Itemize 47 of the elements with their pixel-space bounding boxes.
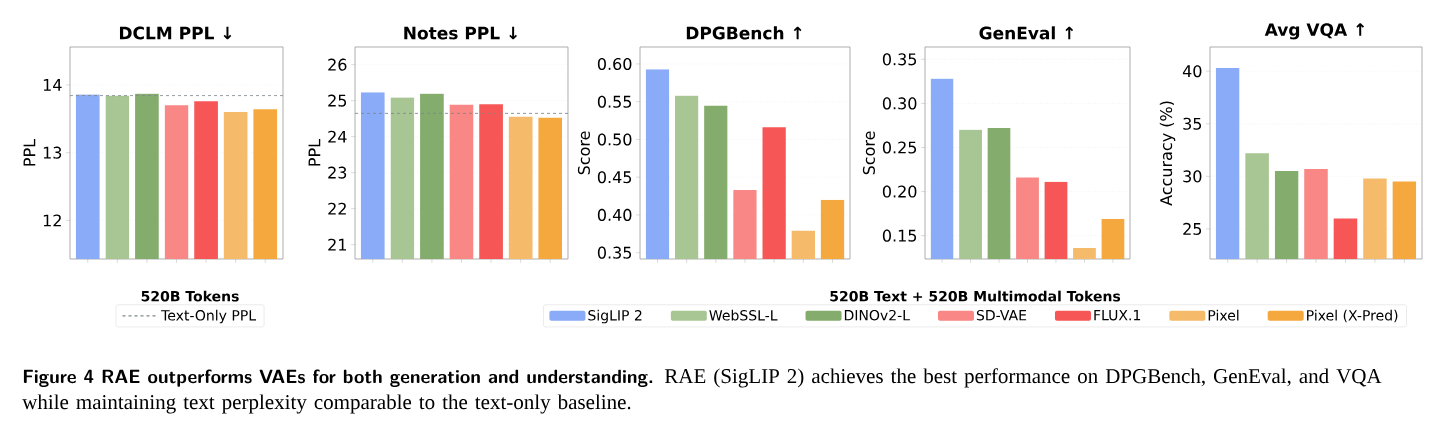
legend-label: SigLIP 2 bbox=[588, 309, 642, 324]
y-axis-title: PPL bbox=[308, 138, 321, 166]
y-tick-label: 22 bbox=[328, 202, 346, 215]
y-tick-label: 12 bbox=[43, 214, 61, 227]
legend-label: WebSSL-L bbox=[709, 309, 778, 321]
y-tick-label: 14 bbox=[43, 79, 62, 91]
caption: Figure 4 RAE outperforms VAEs for both generation and understanding. bbox=[23, 369, 653, 387]
y-tick-label: 0.15 bbox=[882, 229, 917, 242]
chart-title: GenEval ↑ bbox=[979, 26, 1074, 40]
y-tick-label: 21 bbox=[328, 238, 346, 251]
y-axis-title: Accuracy (%) bbox=[1159, 101, 1176, 206]
y-tick-label: 0.20 bbox=[882, 185, 917, 198]
legend-label: FLUX.1 bbox=[1094, 309, 1141, 321]
y-tick-label: 24 bbox=[328, 130, 347, 143]
y-tick-label: 35 bbox=[1183, 117, 1202, 130]
chart-title: DPGBench ↑ bbox=[686, 26, 802, 40]
legend-title: 520B Tokens bbox=[141, 290, 239, 302]
legend-title: 520B Text + 520B Multimodal Tokens bbox=[830, 290, 1121, 302]
chart-title: Notes PPL ↓ bbox=[404, 26, 517, 40]
y-tick-label: 0.45 bbox=[597, 171, 632, 184]
legend-label: Pixel (X-Pred) bbox=[1307, 309, 1398, 323]
y-tick-label: 0.35 bbox=[882, 53, 917, 66]
chart-title: DCLM PPL ↓ bbox=[119, 26, 232, 40]
text: RAE (SigLIP 2) achieves the best performance on DPGBench, GenEval, and VQA bbox=[664, 368, 1382, 388]
y-tick-label: 0.50 bbox=[597, 133, 632, 146]
y-tick-label: 13 bbox=[43, 146, 62, 159]
y-axis-title: PPL bbox=[23, 138, 36, 166]
y-tick-label: 30 bbox=[1183, 170, 1202, 183]
y-tick-label: 0.35 bbox=[597, 246, 632, 259]
legend-label: DINOv2-L bbox=[844, 309, 910, 321]
y-tick-label: 0.30 bbox=[882, 97, 917, 110]
text: while maintaining text perplexity comparable to the text-only baseline. bbox=[22, 394, 631, 414]
y-axis-title: Score bbox=[862, 131, 875, 175]
y-tick-label: 26 bbox=[328, 58, 347, 71]
y-axis-title: Score bbox=[577, 131, 590, 175]
y-tick-label: 0.55 bbox=[597, 95, 632, 108]
y-tick-label: 23 bbox=[328, 166, 347, 179]
chart-title: Avg VQA ↑ bbox=[1264, 23, 1365, 40]
y-tick-label: 0.25 bbox=[882, 141, 917, 154]
y-tick-label: 0.60 bbox=[597, 57, 632, 71]
y-tick-label: 40 bbox=[1182, 65, 1202, 78]
legend-label: SD-VAE bbox=[976, 309, 1027, 321]
y-tick-label: 25 bbox=[1183, 222, 1202, 235]
legend-label: Text-Only PPL bbox=[161, 309, 257, 324]
legend-label: Pixel bbox=[1208, 309, 1239, 321]
y-tick-label: 0.40 bbox=[597, 208, 632, 221]
y-tick-label: 25 bbox=[328, 94, 347, 107]
